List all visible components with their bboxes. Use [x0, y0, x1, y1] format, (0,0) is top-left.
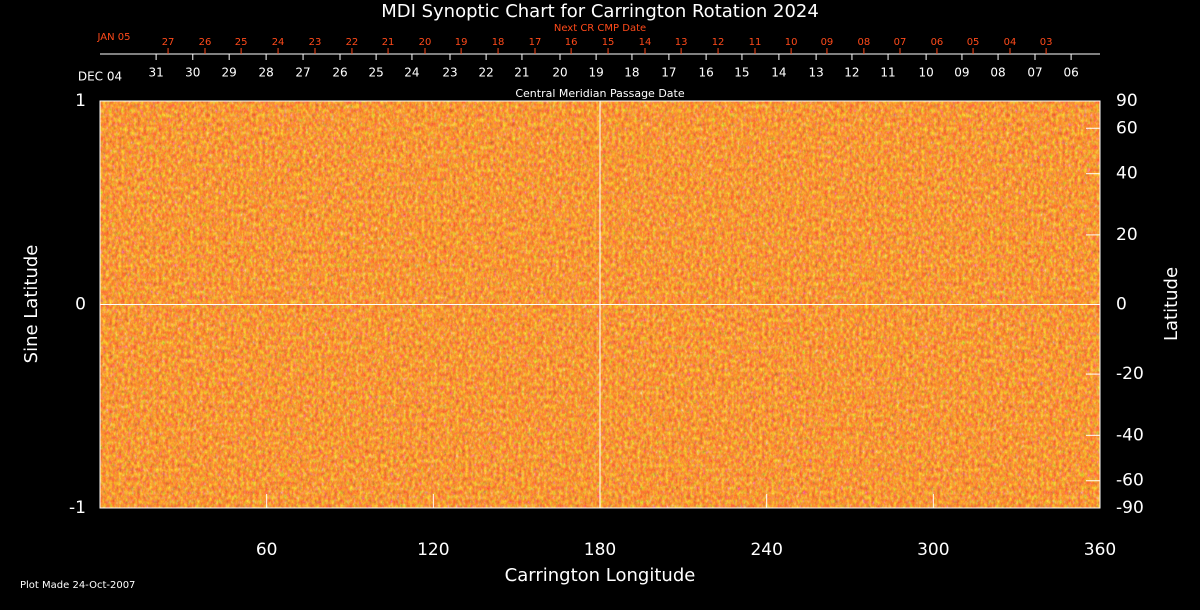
x-axis-label: Carrington Longitude [505, 565, 696, 586]
next-cmp-axis-label: 07 [894, 37, 907, 48]
next-cmp-axis-label: 06 [931, 37, 944, 48]
cmp-axis-label: 26 [332, 66, 347, 80]
cmp-axis-label: 19 [588, 66, 603, 80]
next-cmp-axis-label: 25 [235, 37, 248, 48]
y2-axis-label: Latitude [1161, 267, 1182, 341]
cmp-axis-label: 27 [295, 66, 310, 80]
cmp-title: Central Meridian Passage Date [515, 87, 684, 100]
y-axis-label: Sine Latitude [21, 245, 42, 364]
next-cmp-axis-label: 09 [821, 37, 834, 48]
cmp-axis-label: 22 [478, 66, 493, 80]
cmp-axis-label: 21 [514, 66, 529, 80]
cmp-axis-label: 29 [222, 66, 237, 80]
cmp-axis-label: 25 [368, 66, 383, 80]
next-cmp-start-label: JAN 05 [97, 32, 131, 43]
footnote: Plot Made 24-Oct-2007 [20, 580, 135, 591]
y2-tick-label: -90 [1116, 498, 1144, 518]
next-cmp-axis-label: 14 [639, 37, 652, 48]
next-cmp-axis-label: 04 [1004, 37, 1017, 48]
next-cmp-axis-label: 17 [529, 37, 542, 48]
cmp-axis-label: 18 [624, 66, 639, 80]
x-tick-label: 60 [256, 540, 278, 560]
x-tick-label: 240 [750, 540, 782, 560]
next-cmp-axis-label: 05 [967, 37, 980, 48]
cmp-axis-label: 09 [954, 66, 969, 80]
next-cmp-axis-label: 03 [1040, 37, 1053, 48]
next-cmp-axis-label: 23 [309, 37, 322, 48]
cmp-start-label: DEC 04 [78, 70, 122, 84]
next-cmp-axis-label: 15 [602, 37, 615, 48]
y-tick-label: 0 [75, 295, 86, 315]
next-cmp-axis-label: 26 [199, 37, 212, 48]
y2-tick-label: 60 [1116, 118, 1138, 138]
y2-tick-label: -60 [1116, 471, 1144, 491]
y2-tick-label: -40 [1116, 425, 1144, 445]
next-cmp-axis-label: 27 [162, 37, 175, 48]
next-cmp-title: Next CR CMP Date [554, 23, 646, 34]
cmp-axis-label: 17 [661, 66, 676, 80]
next-cmp-axis-label: 19 [455, 37, 468, 48]
next-cmp-axis-label: 20 [419, 37, 432, 48]
cmp-axis-label: 06 [1063, 66, 1078, 80]
cmp-axis-label: 13 [808, 66, 823, 80]
cmp-axis-label: 20 [552, 66, 567, 80]
cmp-axis-label: 14 [771, 66, 786, 80]
next-cmp-axis-label: 08 [858, 37, 871, 48]
cmp-axis-label: 08 [990, 66, 1005, 80]
x-tick-label: 120 [417, 540, 449, 560]
cmp-axis-label: 28 [258, 66, 273, 80]
next-cmp-axis-label: 10 [785, 37, 798, 48]
chart-title: MDI Synoptic Chart for Carrington Rotati… [381, 1, 819, 22]
next-cmp-axis-label: 12 [712, 37, 725, 48]
cmp-axis-label: 07 [1027, 66, 1042, 80]
x-tick-label: 360 [1084, 540, 1116, 560]
cmp-axis-label: 15 [734, 66, 749, 80]
y2-tick-label: 40 [1116, 164, 1138, 184]
x-tick-label: 300 [917, 540, 949, 560]
y2-tick-label: 20 [1116, 225, 1138, 245]
cmp-axis-label: 12 [844, 66, 859, 80]
x-tick-label: 180 [584, 540, 616, 560]
y-tick-label: 1 [75, 91, 86, 111]
next-cmp-axis-label: 11 [749, 37, 762, 48]
next-cmp-axis-label: 16 [565, 37, 578, 48]
cmp-axis-label: 10 [918, 66, 933, 80]
y2-tick-label: -20 [1116, 364, 1144, 384]
cmp-axis-label: 31 [148, 66, 163, 80]
cmp-axis-label: 23 [442, 66, 457, 80]
next-cmp-axis-label: 21 [382, 37, 395, 48]
cmp-axis-label: 16 [698, 66, 713, 80]
y-tick-label: -1 [69, 498, 86, 518]
y2-tick-label: 0 [1116, 295, 1127, 315]
cmp-axis-label: 24 [404, 66, 419, 80]
next-cmp-axis-label: 22 [346, 37, 359, 48]
y2-tick-label: 90 [1116, 91, 1138, 111]
next-cmp-axis-label: 18 [492, 37, 505, 48]
cmp-axis-label: 11 [880, 66, 895, 80]
next-cmp-axis-label: 24 [272, 37, 285, 48]
next-cmp-axis-label: 13 [675, 37, 688, 48]
cmp-axis-label: 30 [185, 66, 200, 80]
